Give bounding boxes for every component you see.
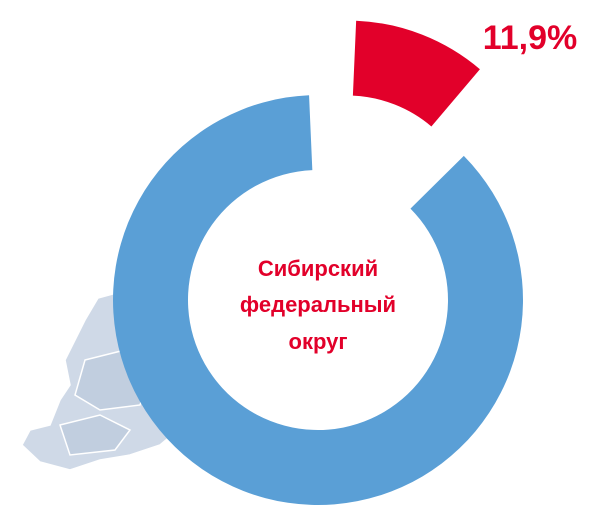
donut-slice: [112, 95, 523, 505]
center-label: федеральный: [240, 292, 396, 317]
center-label: Сибирский: [258, 256, 378, 281]
value-label: 11,9%: [483, 19, 578, 57]
donut: [112, 20, 523, 505]
center-label: округ: [289, 329, 348, 354]
donut-slice: [352, 20, 480, 127]
